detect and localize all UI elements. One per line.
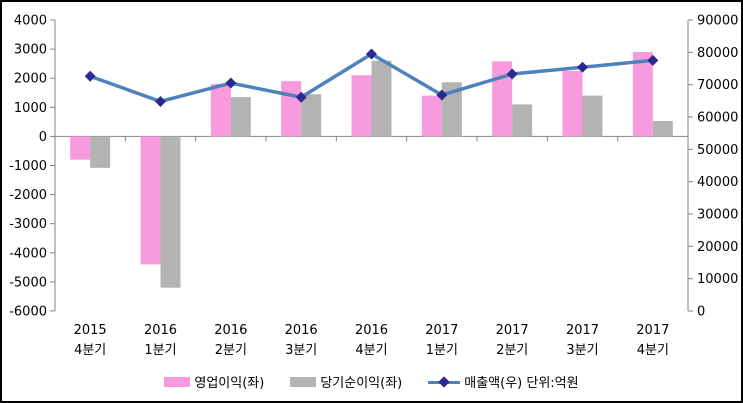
net-profit-bar — [301, 94, 322, 137]
x-axis-year-label: 2016 — [144, 323, 177, 338]
left-axis-tick-label: 4000 — [14, 14, 47, 29]
chart-legend: 영업이익(좌) 당기순이익(좌) 매출액(우) 단위:억원 — [2, 372, 741, 391]
left-axis-tick-label: -1000 — [9, 159, 47, 174]
revenue-marker — [436, 89, 448, 101]
right-axis-tick-label: 60000 — [697, 111, 738, 126]
right-axis-tick-label: 90000 — [697, 14, 738, 29]
x-axis-year-label: 2016 — [285, 323, 318, 338]
left-axis-tick-label: -4000 — [9, 246, 47, 261]
right-axis-tick-label: 10000 — [697, 272, 738, 287]
operating-profit-bar — [562, 70, 583, 137]
right-axis-tick-label: 0 — [697, 305, 705, 320]
left-axis-tick-label: 3000 — [14, 43, 47, 58]
legend-label-operating-profit: 영업이익(좌) — [194, 376, 265, 391]
net-profit-bar — [582, 95, 603, 137]
x-axis-year-label: 2017 — [425, 323, 458, 338]
operating-profit-bar — [632, 52, 653, 137]
left-axis-tick-label: 1000 — [14, 101, 47, 116]
revenue-line-swatch — [428, 375, 461, 388]
legend-item-net-profit: 당기순이익(좌) — [290, 372, 402, 391]
left-axis-tick-label: -5000 — [9, 275, 47, 290]
operating-profit-bar — [351, 75, 372, 137]
legend-label-revenue: 매출액(우) 단위:억원 — [464, 376, 579, 391]
x-axis-quarter-label: 4분기 — [637, 343, 669, 358]
operating-profit-swatch — [164, 376, 191, 387]
x-axis-year-label: 2017 — [496, 323, 529, 338]
net-profit-swatch — [290, 376, 317, 387]
legend-label-net-profit: 당기순이익(좌) — [320, 376, 403, 391]
revenue-marker — [295, 91, 307, 103]
x-axis-quarter-label: 2분기 — [496, 343, 528, 358]
net-profit-bar — [90, 136, 111, 168]
right-axis-tick-label: 70000 — [697, 78, 738, 93]
operating-profit-bar — [70, 136, 91, 160]
net-profit-bar — [371, 60, 392, 137]
operating-profit-bar — [210, 84, 231, 137]
net-profit-bar — [160, 136, 181, 288]
revenue-marker — [225, 77, 237, 89]
left-axis-tick-label: -6000 — [9, 305, 47, 320]
revenue-marker — [506, 68, 518, 80]
revenue-diamond-icon — [438, 375, 450, 388]
operating-profit-bar — [421, 95, 442, 137]
x-axis-quarter-label: 4분기 — [355, 343, 387, 358]
legend-item-revenue: 매출액(우) 단위:억원 — [428, 372, 579, 391]
right-axis-tick-label: 40000 — [697, 175, 738, 190]
right-axis-tick-label: 30000 — [697, 208, 738, 223]
revenue-marker — [155, 95, 166, 107]
x-axis-quarter-label: 2분기 — [215, 343, 247, 358]
net-profit-bar — [441, 82, 462, 137]
net-profit-bar — [230, 97, 251, 137]
operating-profit-bar — [140, 136, 161, 265]
revenue-marker — [577, 61, 588, 73]
x-axis-quarter-label: 3분기 — [566, 343, 598, 358]
x-axis-quarter-label: 1분기 — [144, 343, 176, 358]
net-profit-bar — [512, 104, 533, 137]
x-axis-quarter-label: 3분기 — [285, 343, 317, 358]
revenue-marker — [647, 54, 659, 66]
left-axis-tick-label: 2000 — [14, 72, 47, 87]
right-axis-tick-label: 20000 — [697, 240, 738, 255]
revenue-marker — [84, 70, 96, 82]
x-axis-year-label: 2015 — [74, 323, 107, 338]
x-axis-year-label: 2017 — [636, 323, 669, 338]
x-axis-year-label: 2017 — [566, 323, 599, 338]
left-axis-tick-label: -2000 — [9, 188, 47, 203]
left-axis-tick-label: 0 — [39, 130, 47, 145]
revenue-marker — [366, 48, 377, 60]
right-axis-tick-label: 50000 — [697, 143, 738, 158]
net-profit-bar — [652, 120, 673, 137]
right-axis-tick-label: 80000 — [697, 46, 738, 61]
x-axis-quarter-label: 1분기 — [426, 343, 458, 358]
left-axis-tick-label: -3000 — [9, 217, 47, 232]
x-axis-year-label: 2016 — [355, 323, 388, 338]
legend-item-operating-profit: 영업이익(좌) — [164, 372, 264, 391]
x-axis-year-label: 2016 — [214, 323, 247, 338]
x-axis-quarter-label: 4분기 — [74, 343, 106, 358]
operating-profit-bar — [281, 81, 302, 137]
